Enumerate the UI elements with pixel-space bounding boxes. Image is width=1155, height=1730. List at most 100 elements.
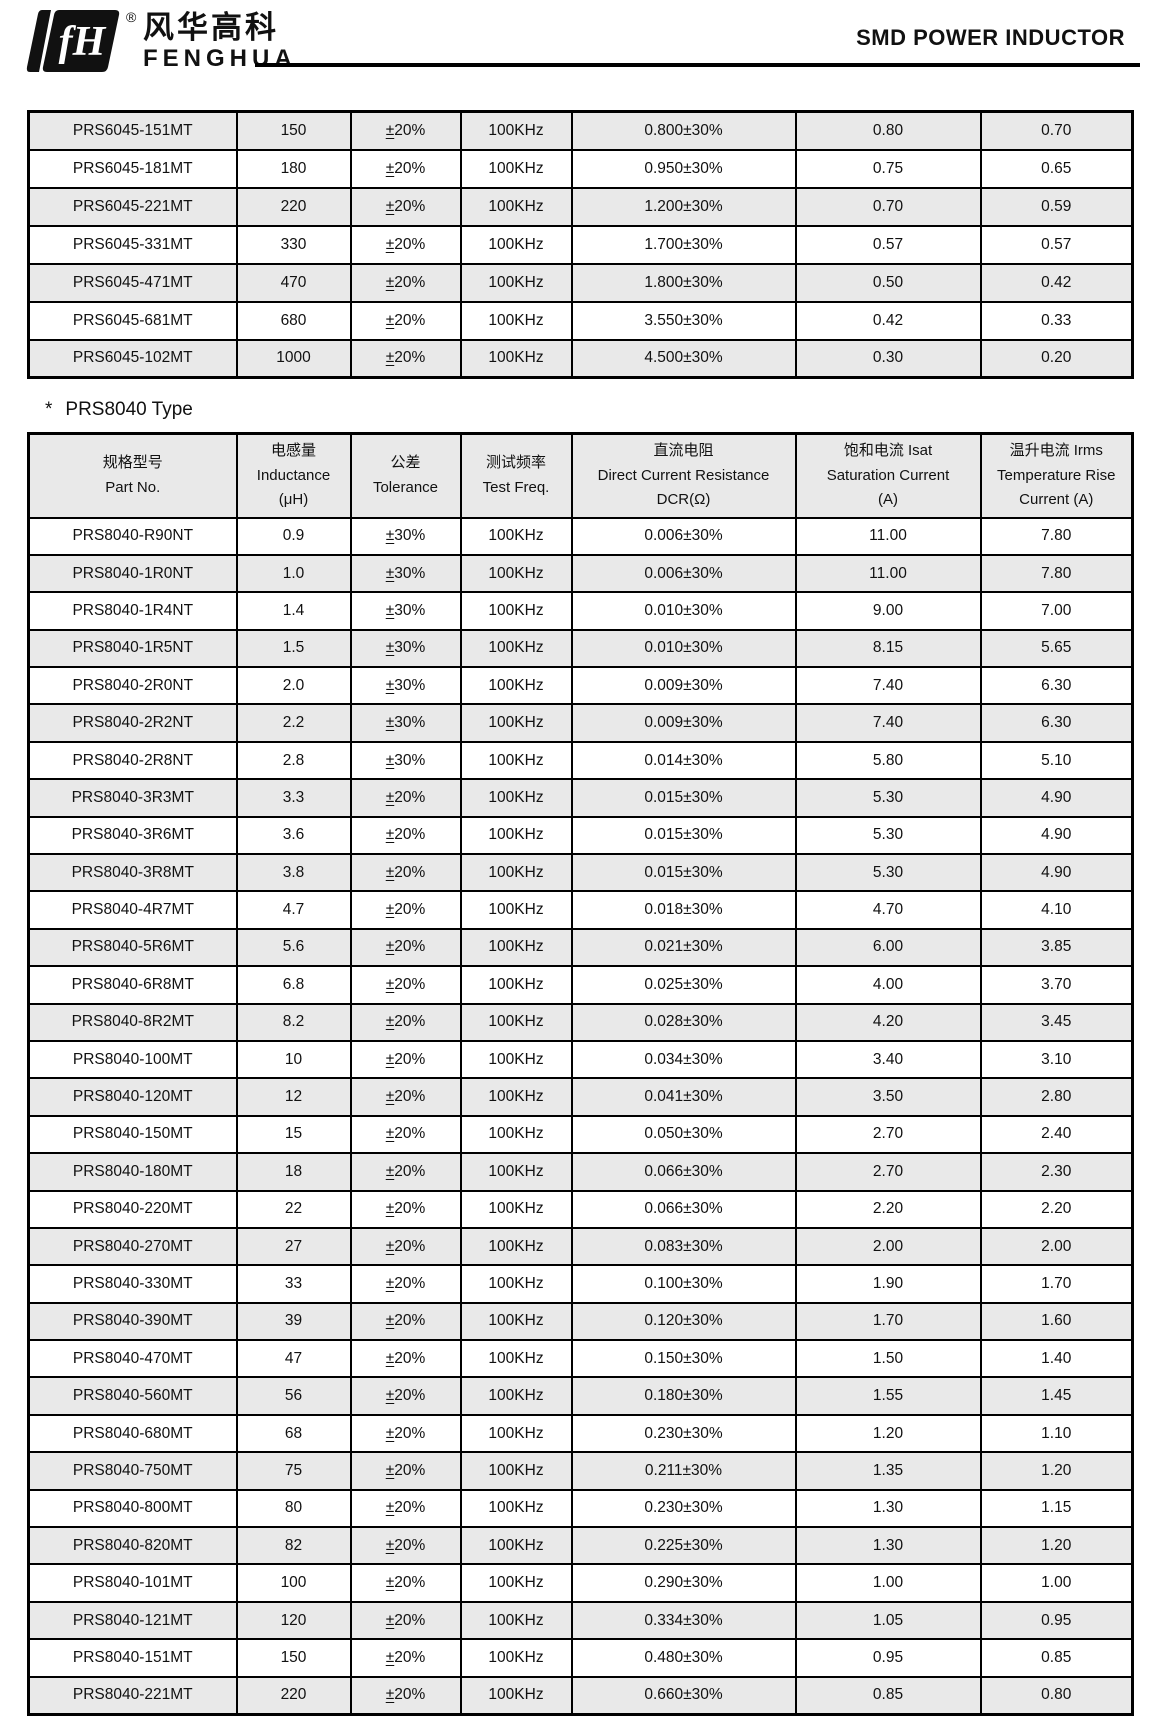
cell-test-freq: 100KHz: [459, 740, 573, 781]
cell-inductance: 220: [235, 186, 352, 227]
cell-inductance: 68: [235, 1413, 352, 1454]
table-row: PRS8040-100MT 10 ±20% 100KHz 0.034±30% 3.40 3.…: [27, 1039, 1134, 1080]
cell-isat: 0.42: [794, 300, 982, 341]
cell-part-no: PRS8040-3R3MT: [27, 778, 238, 818]
column-header-line: Current (A): [1019, 490, 1094, 508]
cell-irms: 4.90: [979, 853, 1134, 893]
cell-inductance: 6.8: [235, 965, 352, 1005]
cell-part-no: PRS8040-150MT: [27, 1114, 238, 1155]
cell-isat: 0.30: [794, 338, 982, 379]
cell-part-no: PRS6045-331MT: [27, 224, 238, 265]
cell-dcr: 0.015±30%: [570, 853, 797, 893]
column-header: 规格型号 Part No.: [27, 432, 238, 519]
cell-tolerance: ±30%: [349, 591, 462, 631]
cell-test-freq: 100KHz: [459, 1039, 573, 1080]
cell-test-freq: 100KHz: [459, 853, 573, 893]
cell-irms: 4.90: [979, 815, 1134, 856]
cell-tolerance: ±30%: [349, 666, 462, 706]
table-row: PRS8040-121MT 120 ±20% 100KHz 0.334±30% 1.05 0…: [27, 1600, 1134, 1641]
cell-irms: 0.65: [979, 148, 1134, 189]
svg-text:fH: fH: [59, 19, 107, 65]
cell-irms: 3.70: [979, 965, 1134, 1005]
cell-dcr: 0.010±30%: [570, 628, 797, 669]
cell-inductance: 220: [235, 1675, 352, 1716]
cell-tolerance: ±20%: [349, 338, 462, 379]
cell-isat: 2.70: [794, 1152, 982, 1192]
table-row: PRS8040-1R5NT 1.5 ±30% 100KHz 0.010±30% 8.15 5…: [27, 628, 1134, 669]
cell-part-no: PRS8040-151MT: [27, 1638, 238, 1678]
cell-part-no: PRS8040-6R8MT: [27, 965, 238, 1005]
cell-part-no: PRS8040-4R7MT: [27, 890, 238, 930]
table-row: PRS6045-181MT 180 ±20% 100KHz 0.950±30% 0.75 0…: [27, 148, 1134, 189]
column-header-line: DCR(Ω): [656, 490, 711, 508]
cell-dcr: 0.006±30%: [570, 516, 797, 556]
cell-irms: 1.15: [979, 1488, 1134, 1529]
cell-test-freq: 100KHz: [459, 1264, 573, 1304]
cell-isat: 0.80: [794, 110, 982, 151]
table-row: PRS6045-331MT 330 ±20% 100KHz 1.700±30% 0.57 0…: [27, 224, 1134, 265]
table-row: PRS8040-270MT 27 ±20% 100KHz 0.083±30% 2.00 2.…: [27, 1226, 1134, 1267]
cell-inductance: 330: [235, 224, 352, 265]
cell-dcr: 0.025±30%: [570, 965, 797, 1005]
registered-mark: ®: [126, 9, 137, 25]
cell-tolerance: ±20%: [349, 927, 462, 968]
cell-irms: 0.33: [979, 300, 1134, 341]
cell-part-no: PRS8040-1R4NT: [27, 591, 238, 631]
cell-test-freq: 100KHz: [459, 1488, 573, 1529]
cell-test-freq: 100KHz: [459, 815, 573, 856]
column-header-line: Saturation Current: [826, 466, 950, 484]
table-row: PRS8040-R90NT 0.9 ±30% 100KHz 0.006±30% 11.00…: [27, 516, 1134, 556]
cell-dcr: 0.018±30%: [570, 890, 797, 930]
table-row: PRS8040-800MT 80 ±20% 100KHz 0.230±30% 1.30 1.…: [27, 1488, 1134, 1529]
cell-part-no: PRS6045-221MT: [27, 186, 238, 227]
cell-isat: 1.30: [794, 1488, 982, 1529]
cell-dcr: 0.050±30%: [570, 1114, 797, 1155]
table-row: PRS6045-681MT 680 ±20% 100KHz 3.550±30% 0.42 0…: [27, 300, 1134, 341]
cell-inductance: 47: [235, 1339, 352, 1379]
cell-isat: 0.95: [794, 1638, 982, 1678]
cell-test-freq: 100KHz: [459, 965, 573, 1005]
column-header-line: 温升电流 Irms: [1009, 442, 1103, 460]
cell-part-no: PRS8040-100MT: [27, 1039, 238, 1080]
cell-isat: 0.70: [794, 186, 982, 227]
cell-dcr: 0.041±30%: [570, 1077, 797, 1117]
cell-irms: 0.70: [979, 110, 1134, 151]
cell-inductance: 5.6: [235, 927, 352, 968]
cell-dcr: 0.211±30%: [570, 1451, 797, 1491]
cell-part-no: PRS8040-2R2NT: [27, 703, 238, 743]
cell-inductance: 4.7: [235, 890, 352, 930]
cell-dcr: 0.150±30%: [570, 1339, 797, 1379]
cell-tolerance: ±20%: [349, 1526, 462, 1566]
cell-test-freq: 100KHz: [459, 110, 573, 151]
cell-part-no: PRS8040-8R2MT: [27, 1002, 238, 1042]
cell-isat: 1.05: [794, 1600, 982, 1641]
cell-tolerance: ±20%: [349, 1301, 462, 1342]
cell-part-no: PRS8040-R90NT: [27, 516, 238, 556]
cell-test-freq: 100KHz: [459, 1413, 573, 1454]
cell-test-freq: 100KHz: [459, 224, 573, 265]
cell-inductance: 3.3: [235, 778, 352, 818]
cell-isat: 11.00: [794, 516, 982, 556]
cell-isat: 7.40: [794, 703, 982, 743]
cell-inductance: 10: [235, 1039, 352, 1080]
table-row: PRS8040-2R0NT 2.0 ±30% 100KHz 0.009±30% 7.40 6…: [27, 666, 1134, 706]
cell-tolerance: ±20%: [349, 1189, 462, 1229]
cell-isat: 7.40: [794, 666, 982, 706]
cell-dcr: 0.014±30%: [570, 740, 797, 781]
cell-test-freq: 100KHz: [459, 1226, 573, 1267]
cell-tolerance: ±20%: [349, 815, 462, 856]
cell-part-no: PRS8040-1R5NT: [27, 628, 238, 669]
cell-irms: 2.20: [979, 1189, 1134, 1229]
cell-irms: 3.45: [979, 1002, 1134, 1042]
cell-inductance: 12: [235, 1077, 352, 1117]
cell-dcr: 4.500±30%: [570, 338, 797, 379]
cell-inductance: 8.2: [235, 1002, 352, 1042]
cell-inductance: 2.2: [235, 703, 352, 743]
table-row: PRS8040-150MT 15 ±20% 100KHz 0.050±30% 2.70 2.…: [27, 1114, 1134, 1155]
fenghua-logo-mark-icon: fH ®: [25, 8, 136, 74]
cell-tolerance: ±20%: [349, 965, 462, 1005]
cell-isat: 1.55: [794, 1376, 982, 1416]
asterisk: *: [45, 399, 53, 420]
cell-dcr: 0.950±30%: [570, 148, 797, 189]
cell-isat: 1.70: [794, 1301, 982, 1342]
